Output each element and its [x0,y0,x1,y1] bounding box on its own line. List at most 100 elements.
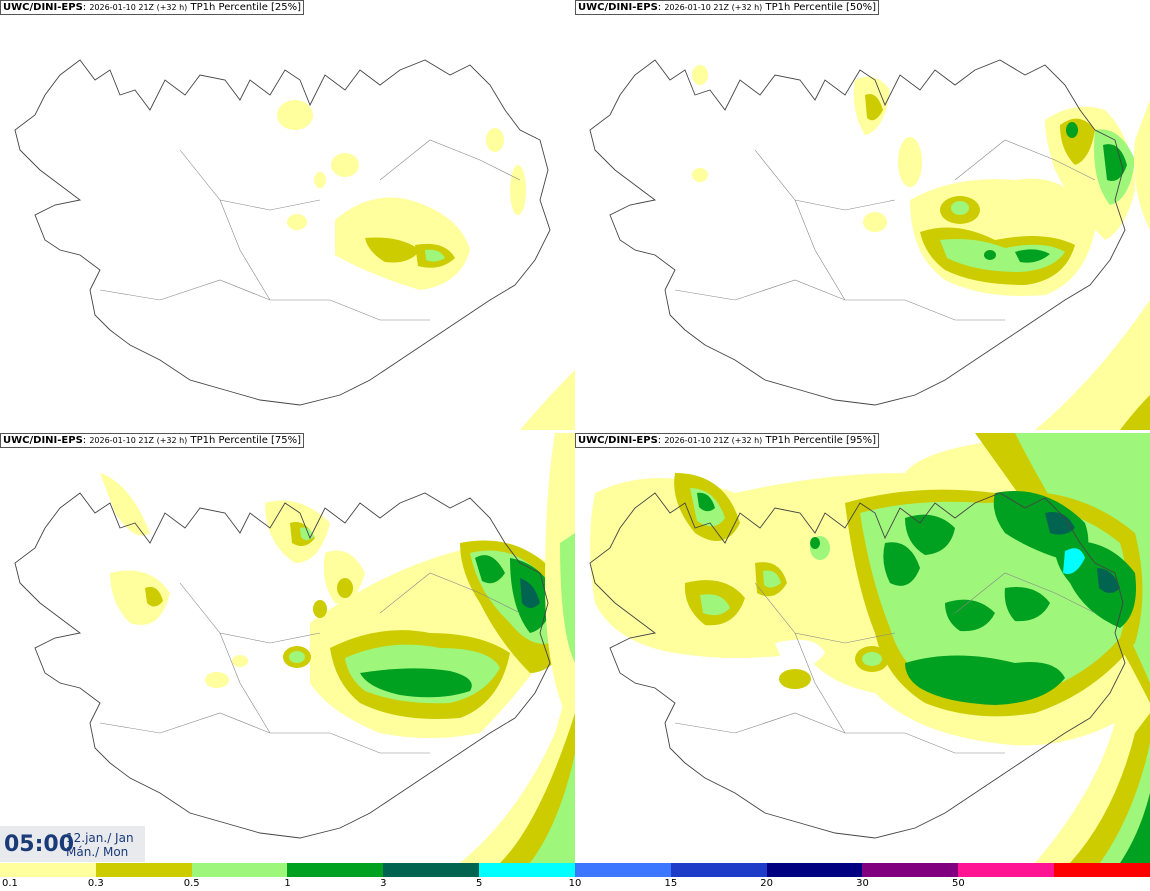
panel-title: UWC/DINI-EPS: 2026-01-10 21Z (+32 h) TP1… [0,0,305,15]
precip-area [337,578,353,598]
precip-area [530,753,575,863]
legend-tick-label: 3 [380,878,387,889]
coastline [589,492,1126,839]
precip-area [205,672,229,688]
precip-area [865,94,883,121]
roads [674,139,1096,321]
legend-swatch [766,863,863,877]
precip-area [779,669,811,689]
legend-tick-label: 10 [568,878,582,889]
run-info: 2026-01-10 21Z (+32 h) [89,436,188,445]
legend-swatch [95,863,192,877]
precip-area [1066,122,1078,138]
precip-area [545,433,575,733]
precip-area [1045,512,1075,535]
coastline [14,492,551,839]
precip-area [1063,548,1085,574]
precip-area [287,214,307,230]
precip-area [510,165,526,215]
precip-area [810,537,820,549]
precip-area [520,370,575,430]
panel-title: UWC/DINI-EPS: 2026-01-10 21Z (+32 h) TP1… [575,0,880,15]
map-panel-p75: UWC/DINI-EPS: 2026-01-10 21Z (+32 h) TP1… [0,433,575,863]
legend-swatch [958,863,1055,877]
precip-area [951,201,969,215]
param-label: TP1h Percentile [25%] [190,2,302,13]
precip-area [1015,433,1150,683]
run-info: 2026-01-10 21Z (+32 h) [664,436,763,445]
precip-area [692,168,708,182]
legend-swatch [1054,863,1150,877]
map-panel-p95: UWC/DINI-EPS: 2026-01-10 21Z (+32 h) TP1… [575,433,1150,863]
precip-area [520,578,540,608]
legend-swatch [479,863,575,877]
legend-swatches [0,863,1150,877]
model-name: UWC/DINI-EPS [578,435,658,446]
precip-area [775,639,825,669]
legend-swatch [0,863,96,877]
precip-area [883,542,920,586]
precip-area [700,594,730,616]
precip-area [475,555,505,584]
legend-tick-label: 30 [856,878,869,889]
precip-area [232,655,248,667]
precip-legend: 0.1 0.3 0.5 1 3 5 10 15 20 30 50 [0,863,1150,891]
legend-swatch [862,863,959,877]
precip-area [365,237,420,263]
precip-area [1103,144,1127,181]
precip-area [145,586,163,607]
precip-area [277,100,313,130]
param-label: TP1h Percentile [50%] [765,2,877,13]
legend-swatch [287,863,384,877]
map-panel-p50: UWC/DINI-EPS: 2026-01-10 21Z (+32 h) TP1… [575,0,1150,430]
legend-tick-label: 0.3 [87,878,104,889]
valid-time: 05:00 [4,832,75,857]
legend-tick-label: 0.5 [183,878,200,889]
legend-ticks: 0.1 0.3 0.5 1 3 5 10 15 20 30 50 [0,877,1150,891]
precip-area [100,473,150,536]
legend-tick-label: 50 [951,878,965,889]
valid-weekday: Mán./ Mon [66,845,129,859]
precip-area [945,599,995,632]
precip-area [763,570,781,588]
precip-map-p75 [14,433,575,863]
coastline [589,59,1126,406]
legend-swatch [383,863,480,877]
precip-area [1035,300,1150,430]
precip-area [905,514,955,555]
run-info: 2026-01-10 21Z (+32 h) [664,3,763,12]
precip-area [331,153,359,177]
precip-area [360,668,472,698]
precip-area [905,655,1065,705]
precip-area [1134,100,1150,230]
param-label: TP1h Percentile [75%] [190,435,302,446]
legend-swatch [191,863,288,877]
legend-tick-label: 15 [664,878,678,889]
roads [674,572,1096,754]
legend-swatch [574,863,671,877]
precip-area [984,250,996,260]
roads [99,139,521,321]
valid-date: 12.jan./ Jan [66,831,134,845]
precip-area [1120,793,1150,863]
precip-area [940,239,1065,272]
precip-area [110,570,170,625]
coastline [14,59,551,406]
panel-title: UWC/DINI-EPS: 2026-01-10 21Z (+32 h) TP1… [0,433,305,448]
precip-area [1120,395,1150,430]
precip-map-p25 [14,59,575,430]
model-name: UWC/DINI-EPS [3,435,83,446]
param-label: TP1h Percentile [95%] [765,435,877,446]
precip-map-p95 [589,433,1150,863]
model-name: UWC/DINI-EPS [3,2,83,13]
precip-area [425,249,445,262]
precip-map-p50 [589,59,1150,430]
precip-area [898,137,922,187]
precip-area [313,600,327,618]
run-info: 2026-01-10 21Z (+32 h) [89,3,188,12]
precip-area [862,652,882,666]
precip-area [692,65,708,85]
precip-area [1015,249,1050,263]
precip-area [486,128,504,152]
legend-tick-label: 5 [475,878,483,889]
